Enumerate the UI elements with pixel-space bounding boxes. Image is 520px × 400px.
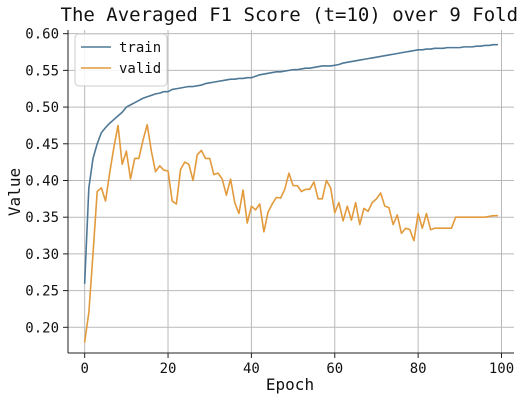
- chart-title: The Averaged F1 Score (t=10) over 9 Fold…: [61, 4, 520, 26]
- x-axis-ticks: 0 20 40 60 80 100: [80, 353, 514, 377]
- x-tick-label: 100: [489, 361, 514, 377]
- y-tick-label: 0.40: [25, 173, 59, 189]
- y-tick-label: 0.60: [25, 27, 59, 43]
- y-tick-label: 0.55: [25, 63, 59, 79]
- y-tick-label: 0.30: [25, 247, 59, 263]
- y-tick-label: 0.35: [25, 210, 59, 226]
- plot-area: [83, 43, 499, 343]
- series-line-train: [83, 43, 499, 285]
- y-tick-label: 0.20: [25, 320, 59, 336]
- x-tick-label: 60: [326, 361, 343, 377]
- x-axis-label: Epoch: [266, 375, 314, 394]
- y-tick-label: 0.50: [25, 100, 59, 116]
- y-tick-label: 0.45: [25, 137, 59, 153]
- legend-label-valid: valid: [119, 61, 161, 77]
- legend-label-train: train: [119, 40, 161, 56]
- y-tick-label: 0.25: [25, 284, 59, 300]
- series-line-valid: [83, 123, 499, 343]
- y-axis-ticks: 0.20 0.25 0.30 0.35 0.40 0.45 0.50 0.55 0.60: [25, 27, 68, 336]
- x-tick-label: 40: [243, 361, 260, 377]
- legend: train valid: [74, 33, 168, 87]
- x-tick-label: 20: [160, 361, 177, 377]
- x-tick-label: 0: [80, 361, 88, 377]
- y-axis-label: Value: [5, 168, 24, 216]
- x-tick-label: 80: [410, 361, 427, 377]
